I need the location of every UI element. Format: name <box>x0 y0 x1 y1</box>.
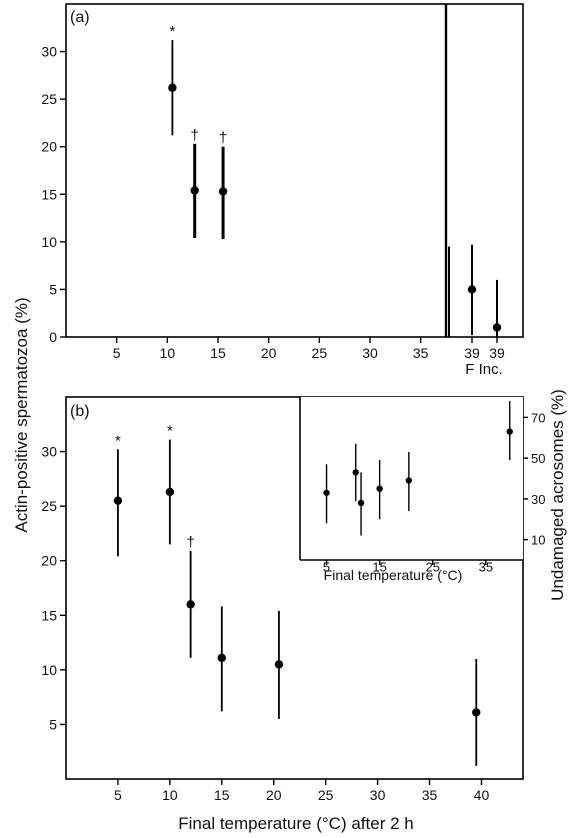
panel-a-frame <box>65 3 524 338</box>
panel-b-x-tick-label: 15 <box>214 787 230 803</box>
panel-b-x-tick-label: 10 <box>162 787 178 803</box>
panel-b-frame <box>65 396 524 780</box>
inset-x-tick-label: 35 <box>479 560 493 575</box>
panel-b-x-tick-label: 20 <box>266 787 282 803</box>
inset-y-tick-label: 50 <box>531 451 545 466</box>
panel-b-x-tick-label: 40 <box>474 787 490 803</box>
inset-y-tick-label: 10 <box>531 533 545 548</box>
panel-a-y-tick-label: 5 <box>49 281 57 297</box>
panel-a: (a) 0 5 10 15 20 25 30 5 10 15 20 25 30 35 * † † 39 39 … <box>41 3 524 378</box>
panel-b-point-significance-label: * <box>115 432 121 449</box>
inset-x-tick-label: 15 <box>372 560 386 575</box>
inset-x-ticks: 5 15 25 35 <box>323 560 493 575</box>
panel-a-y-tick-label: 10 <box>41 234 57 250</box>
panel-a-x-tick-label: 15 <box>210 345 226 361</box>
panel-a-side-x-tick-label: 39 <box>464 345 480 361</box>
panel-b-point-significance-label: * <box>167 423 173 440</box>
x-axis-title-bottom: Final temperature (°C) after 2 h <box>178 814 413 833</box>
y-axis-title-right: Undamaged acrosomes (%) <box>548 389 567 601</box>
y-axis-title-left: Actin-positive spermatozoa (%) <box>12 297 31 532</box>
panel-b-x-ticks: 5 10 15 20 25 30 35 40 <box>114 779 489 803</box>
panel-a-x-ticks: 5 10 15 20 25 30 35 <box>113 337 429 361</box>
panel-b-x-tick-label: 30 <box>370 787 386 803</box>
panel-b-point-significance-label: † <box>186 534 194 551</box>
panel-a-point-marker <box>168 83 177 92</box>
panel-b-y-tick-label: 5 <box>49 716 57 732</box>
inset-x-tick-label: 5 <box>323 560 330 575</box>
inset-point-marker <box>323 489 330 496</box>
panel-b-y-tick-label: 15 <box>41 607 57 623</box>
inset-x-tick-label: 25 <box>426 560 440 575</box>
panel-a-x-tick-label: 30 <box>362 345 378 361</box>
panel-b-point-marker <box>186 600 195 609</box>
panel-a-side-point-marker <box>492 323 502 332</box>
panel-a-y-tick-label: 15 <box>41 186 57 202</box>
panel-a-point-marker <box>190 186 199 195</box>
panel-b-y-ticks: 5 10 15 20 25 30 <box>41 444 66 732</box>
panel-b-y-tick-label: 30 <box>41 444 57 460</box>
panel-b-y-tick-label: 10 <box>41 662 57 678</box>
inset-point-marker <box>352 469 359 476</box>
panel-a-point-significance-label: † <box>191 127 199 144</box>
panel-a-x-tick-label: 5 <box>113 345 121 361</box>
panel-a-y-tick-label: 0 <box>49 329 57 345</box>
panel-a-x-tick-label: 35 <box>413 345 429 361</box>
panel-a-y-tick-label: 20 <box>41 139 57 155</box>
panel-b-points: * * † <box>113 423 481 766</box>
panel-a-y-ticks: 0 5 10 15 20 25 30 <box>41 44 66 345</box>
inset-point-marker <box>405 477 413 484</box>
panel-b-x-tick-label: 25 <box>318 787 334 803</box>
panel-b-y-tick-label: 20 <box>41 553 57 569</box>
inset-y-tick-label: 70 <box>531 410 545 425</box>
panel-b-point-marker <box>113 496 123 505</box>
inset-background <box>300 397 523 560</box>
panel-b-point-marker <box>472 708 481 717</box>
panel-b-point-marker <box>217 653 226 663</box>
panel-b: (b) 5 10 15 20 25 30 5 10 15 20 25 30 35 40 * * † 10 30… <box>41 396 545 803</box>
panel-a-point-significance-label: † <box>219 130 227 147</box>
panel-b-point-marker <box>274 660 284 669</box>
panel-a-point-significance-label: * <box>169 23 175 40</box>
panel-a-side-x-tick-label: 39 <box>489 345 505 361</box>
panel-a-x-tick-label: 25 <box>312 345 328 361</box>
panel-a-point-marker <box>218 187 228 196</box>
panel-b-inset: 10 30 50 70 5 15 25 35 Final temperature (°C) <box>299 397 545 583</box>
panel-b-label: (b) <box>70 403 90 420</box>
panel-b-point-marker <box>165 487 175 497</box>
inset-point-marker <box>357 499 365 507</box>
inset-point-marker <box>376 485 383 492</box>
inset-x-axis-title: Final temperature (°C) <box>324 567 463 583</box>
inset-y-ticks: 10 30 50 70 <box>523 410 545 548</box>
panel-a-side-xlabel: F Inc. <box>465 361 503 378</box>
panel-a-side-point-marker <box>467 285 477 294</box>
inset-points <box>323 401 513 536</box>
panel-a-x-tick-label: 20 <box>261 345 277 361</box>
panel-a-side-panel: 39 39 <box>448 244 505 361</box>
panel-b-x-tick-label: 35 <box>422 787 438 803</box>
panel-a-x-tick-label: 10 <box>160 345 176 361</box>
panel-b-x-tick-label: 5 <box>114 787 122 803</box>
panel-a-y-tick-label: 25 <box>41 91 57 107</box>
panel-a-points: * † † <box>168 23 228 240</box>
panel-a-y-tick-label: 30 <box>41 44 57 60</box>
inset-y-tick-label: 30 <box>531 492 545 507</box>
panel-a-label: (a) <box>70 9 90 26</box>
panel-b-y-tick-label: 25 <box>41 498 57 514</box>
inset-point-marker <box>506 428 513 435</box>
